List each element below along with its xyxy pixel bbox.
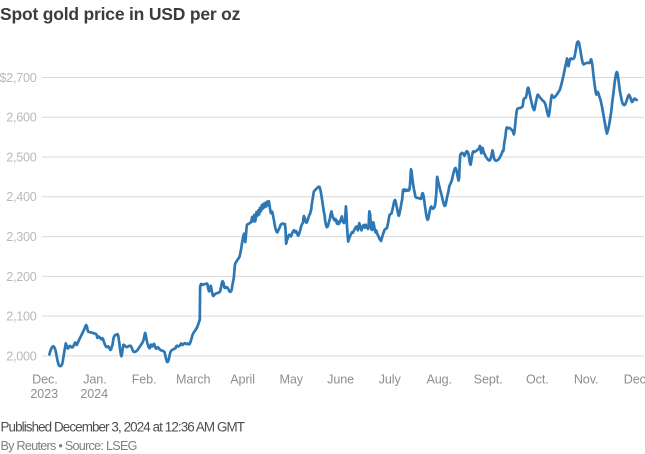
svg-text:Oct.: Oct. [526, 373, 549, 387]
svg-text:2024: 2024 [80, 387, 108, 401]
svg-text:April: April [230, 373, 255, 387]
svg-text:May: May [279, 373, 303, 387]
svg-text:Feb.: Feb. [132, 373, 157, 387]
svg-text:Sept.: Sept. [474, 373, 503, 387]
svg-text:$2,700: $2,700 [0, 71, 37, 85]
svg-text:Jan.: Jan. [83, 373, 106, 387]
svg-text:2023: 2023 [30, 387, 58, 401]
svg-text:Dec.: Dec. [32, 373, 58, 387]
svg-text:2,200: 2,200 [6, 270, 37, 284]
svg-text:2,000: 2,000 [6, 349, 37, 363]
svg-text:2,500: 2,500 [6, 150, 37, 164]
svg-text:Published December 3, 2024 at: Published December 3, 2024 at 12:36 AM G… [1, 419, 245, 434]
svg-text:2,400: 2,400 [6, 190, 37, 204]
svg-text:Aug.: Aug. [426, 373, 452, 387]
svg-text:2,100: 2,100 [6, 310, 37, 324]
svg-text:July: July [379, 373, 402, 387]
svg-text:By Reuters • Source: LSEG: By Reuters • Source: LSEG [1, 439, 137, 453]
svg-text:2,300: 2,300 [6, 230, 37, 244]
svg-text:Spot gold price in USD per oz: Spot gold price in USD per oz [0, 4, 241, 24]
svg-text:June: June [327, 373, 354, 387]
svg-text:2,600: 2,600 [6, 111, 37, 125]
svg-text:Dec.: Dec. [624, 373, 645, 387]
svg-text:March: March [176, 373, 211, 387]
svg-text:Nov.: Nov. [574, 373, 599, 387]
